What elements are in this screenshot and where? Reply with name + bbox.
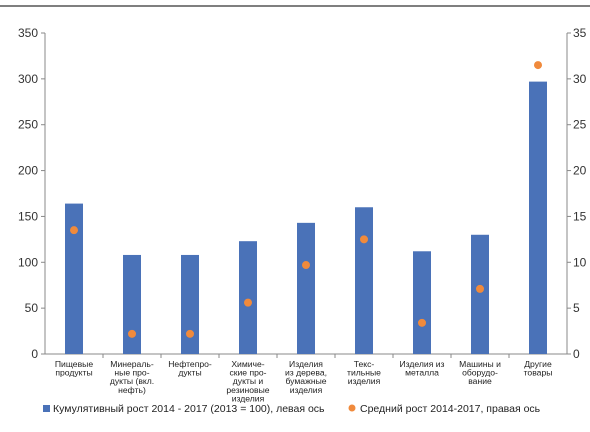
category-label: Минераль-ные про-дукты (вкл. нефть) (110, 359, 154, 395)
bar (297, 222, 315, 354)
dot (70, 226, 78, 235)
right-axis: 0 5 10 15 20 25 30 35 (566, 26, 587, 361)
right-tick-label: 10 (573, 255, 587, 269)
dot (476, 284, 484, 293)
bar (181, 254, 199, 354)
bar (123, 254, 141, 354)
left-tick-label: 300 (18, 72, 38, 86)
category-label: Другие товары (524, 359, 553, 378)
dot (360, 235, 368, 244)
category-label: Химиче-ские про-дукты и резиновые изделия (226, 359, 269, 403)
bar (355, 207, 373, 354)
left-tick-label: 50 (25, 301, 39, 315)
legend: Кумулятивный рост 2014 - 2017 (2013 = 10… (43, 403, 541, 415)
category-label: Изделия из металла (399, 359, 444, 378)
bar (529, 81, 547, 354)
left-tick-label: 0 (31, 347, 38, 361)
left-tick-label: 100 (18, 255, 38, 269)
dot (244, 298, 252, 307)
bar (239, 241, 257, 354)
category-label: Нефтепро-дукты (168, 359, 212, 378)
bar (413, 251, 431, 354)
legend-label-dot: Средний рост 2014-2017, правая ось (360, 403, 541, 415)
right-tick-label: 35 (573, 26, 587, 40)
right-tick-label: 5 (573, 301, 580, 315)
dot (128, 329, 136, 338)
right-tick-label: 20 (573, 164, 587, 178)
right-tick-label: 0 (573, 347, 580, 361)
right-tick-label: 15 (573, 209, 587, 223)
category-label: Машины и оборудо-вание (459, 359, 501, 386)
category-label: Изделия из дерева, бумажные изделия (285, 359, 327, 395)
category-label: Пищевые продукты (55, 359, 93, 378)
category-label: Текс-тильные изделия (347, 359, 381, 386)
dot (534, 61, 542, 70)
left-tick-label: 250 (18, 118, 38, 132)
bar (471, 234, 489, 354)
dot (186, 329, 194, 338)
legend-swatch-bar (43, 405, 50, 412)
bar-series (65, 81, 547, 354)
dot-series (70, 61, 542, 338)
legend-label-bar: Кумулятивный рост 2014 - 2017 (2013 = 10… (53, 403, 325, 415)
dot (302, 261, 310, 270)
dot (418, 318, 426, 327)
left-tick-label: 350 (18, 26, 38, 40)
left-tick-label: 200 (18, 164, 38, 178)
bar (65, 203, 83, 354)
left-tick-label: 150 (18, 209, 38, 223)
legend-swatch-dot (348, 404, 356, 412)
right-tick-label: 25 (573, 118, 587, 132)
category-labels: Пищевые продукты Минераль-ные про-дукты (в… (55, 359, 553, 403)
right-tick-label: 30 (573, 72, 587, 86)
